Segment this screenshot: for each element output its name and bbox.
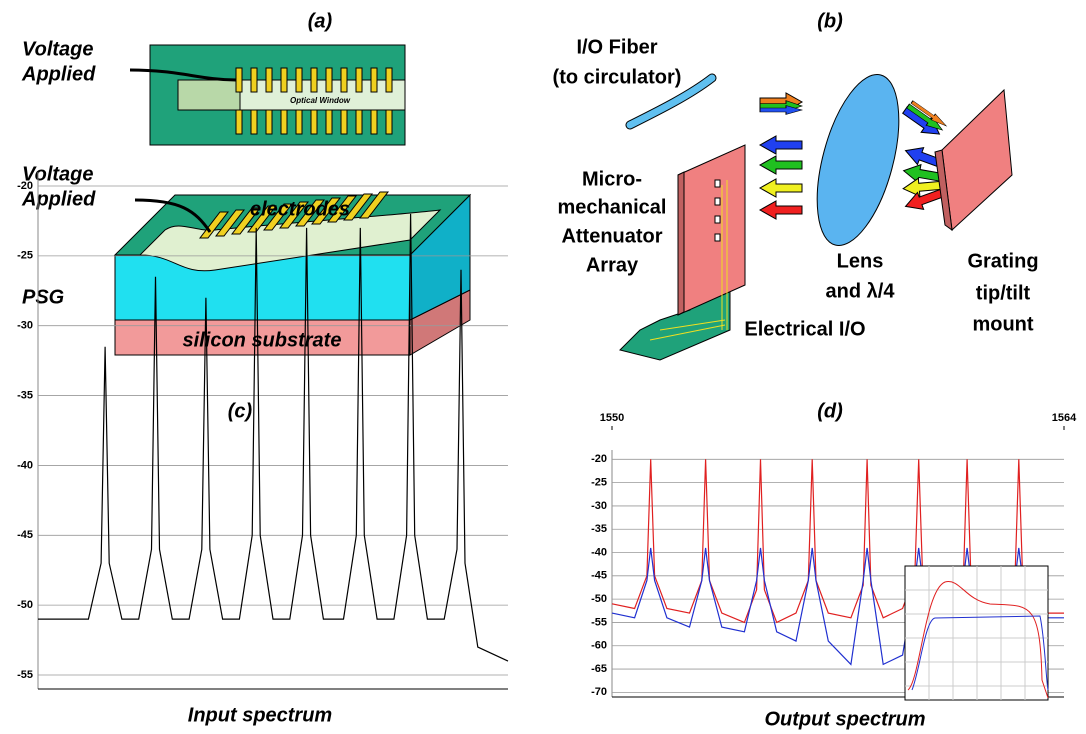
y-tick-label: -45 — [591, 570, 607, 582]
y-tick-label: -40 — [17, 459, 33, 471]
chart-title: (d) — [817, 400, 843, 422]
annotation: Voltage — [22, 38, 94, 60]
annotation: (to circulator) — [553, 66, 682, 88]
annotation: Micro- — [582, 168, 642, 190]
annotation: mount — [972, 313, 1033, 335]
annotation: Electrical I/O — [744, 318, 865, 340]
y-tick-label: -30 — [591, 500, 607, 512]
annotation: Array — [586, 254, 639, 276]
y-tick-label: -65 — [591, 663, 607, 675]
figure: (a) Voltage Applied Optical Window Volta… — [0, 0, 1086, 734]
y-tick-label: -35 — [591, 523, 607, 535]
annotation: Applied — [21, 63, 96, 85]
y-tick-label: -55 — [17, 669, 33, 681]
annotation: Grating — [967, 250, 1038, 272]
y-tick-label: -45 — [17, 529, 33, 541]
y-tick-label: -25 — [591, 477, 607, 489]
chart-caption: Input spectrum — [188, 704, 332, 726]
y-tick-label: -55 — [591, 616, 607, 628]
chart-caption: Output spectrum — [764, 708, 925, 730]
annotation: mechanical — [558, 196, 667, 218]
y-tick-label: -50 — [17, 599, 33, 611]
inset — [905, 566, 1048, 700]
x-tick-label: 1564 — [1052, 412, 1077, 424]
y-tick-label: -60 — [591, 640, 607, 652]
annotation: PSG — [22, 286, 64, 308]
annotation: I/O Fiber — [576, 36, 657, 58]
y-tick-label: -40 — [591, 546, 607, 558]
panel-label: (b) — [817, 10, 843, 32]
annotation: Optical Window — [290, 96, 351, 105]
panel-label: (a) — [308, 10, 333, 32]
chart-title: (c) — [228, 400, 253, 422]
y-tick-label: -70 — [591, 686, 607, 698]
x-tick-label: 1550 — [600, 412, 624, 424]
y-tick-label: -30 — [17, 320, 33, 332]
annotation: and λ/4 — [826, 280, 896, 302]
y-tick-label: -35 — [17, 389, 33, 401]
panel-b-drawing — [620, 66, 1012, 360]
annotation: Lens — [837, 250, 884, 272]
y-tick-label: -50 — [591, 593, 607, 605]
y-tick-label: -20 — [17, 180, 33, 192]
y-tick-label: -20 — [591, 453, 607, 465]
annotation: electrodes — [250, 198, 350, 220]
annotation: tip/tilt — [976, 282, 1031, 304]
annotation: Attenuator — [561, 225, 662, 247]
y-tick-label: -25 — [17, 250, 33, 262]
